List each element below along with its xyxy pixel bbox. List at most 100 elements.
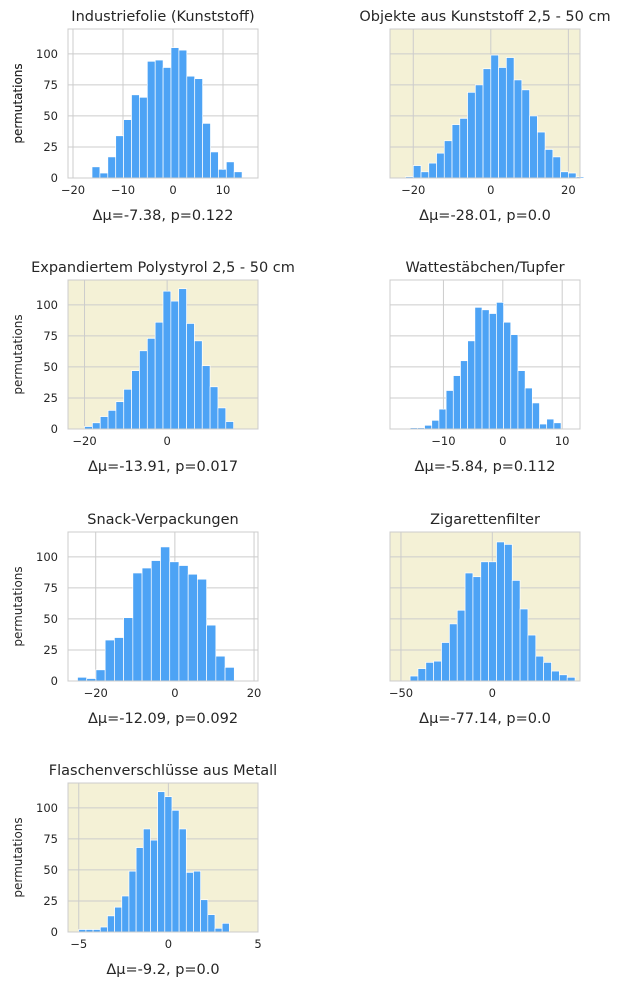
histogram-bar [225,421,234,430]
histogram-bar [424,424,433,430]
histogram-bar [104,639,115,682]
y-tick-label: 50 [43,360,58,374]
histogram-bar [146,60,156,179]
histogram-bar [194,78,203,179]
x-tick-label: 0 [171,686,178,700]
histogram-bar [481,309,490,430]
histogram-bar [527,634,537,682]
histogram-bar [132,572,143,682]
histogram-bar [107,156,117,179]
histogram-bar [146,338,156,430]
y-axis-label: permutations [11,817,25,897]
histogram-bar [496,302,504,430]
panel-title: Snack-Verpackungen [87,512,238,528]
histogram-bar [438,408,447,430]
histogram-bar [202,123,211,179]
histogram-bar [467,340,476,430]
histogram-bar [472,576,482,682]
panel-4: −10 0 10 Wattestäbchen/Tupfer Δμ=-5.84, p=0.… [389,260,581,475]
x-tick-label: −20 [61,183,85,197]
histogram-bar [171,809,180,933]
histogram-bar [498,67,507,179]
histogram-bar [157,791,166,933]
histogram-bar [186,75,196,179]
y-axis-label: permutations [11,314,25,394]
histogram-bar [420,171,430,179]
y-tick-label: 0 [51,925,58,939]
histogram-bar [464,572,474,682]
histogram-bar [460,360,469,430]
histogram-bar [529,115,538,179]
y-tick-label: 25 [43,643,58,657]
histogram-bar [535,655,544,682]
histogram-bar [225,161,235,179]
histogram-bar [513,79,523,179]
y-tick-label: 75 [43,832,58,846]
histogram-bar [99,172,109,179]
histogram-bar [207,914,216,933]
histogram-bar [560,171,569,179]
histogram-bar [185,872,194,933]
histogram-bar [187,573,198,682]
histogram-bar [193,870,201,933]
histogram-bar [521,89,530,179]
histogram-bar [169,561,180,682]
x-tick-label: −20 [401,183,425,197]
x-tick-label: −10 [431,434,455,448]
panel-title: Flaschenverschlüsse aus Metall [49,763,277,779]
histogram-bar [428,162,437,179]
histogram-bar [496,541,505,682]
histogram-bar [517,370,526,430]
histogram-bar [131,94,140,179]
x-axis-label: Δμ=-28.01, p=0.0 [419,208,551,224]
x-tick-label: 0 [165,937,172,951]
histogram-bar [197,578,207,682]
panel-3: −20 0 0 25 50 75 100 Expandiertem Polystyrol 2,… [11,260,295,475]
y-tick-label: 100 [36,47,58,61]
histogram-bar [443,140,453,179]
x-tick-label: 0 [169,183,176,197]
histogram-bar [123,119,132,179]
y-tick-label: 25 [43,391,58,405]
histogram-bar [139,350,148,430]
histogram-bar [543,662,552,682]
histogram-bar [178,49,188,179]
histogram-bar [162,67,172,179]
histogram-bar [531,402,540,430]
histogram-bar [445,390,454,430]
histogram-bar [170,47,180,179]
x-axis-label: Δμ=-13.91, p=0.017 [88,459,238,475]
histogram-bar [566,676,576,682]
histogram-bar [488,561,497,682]
histogram-bar [77,676,88,682]
histogram-bar [154,321,164,430]
histogram-bar [209,386,219,430]
panel-5: −20 0 20 0 25 50 75 100 Snack-Verpackungen Δμ=-12… [11,512,261,727]
histogram-bar [114,637,124,682]
histogram-bar [474,306,483,430]
histogram-bar [178,288,187,430]
histogram-bar [551,670,560,682]
histogram-bar [215,655,226,682]
x-tick-label: −10 [111,183,135,197]
y-tick-label: 0 [51,422,58,436]
histogram-bar [524,387,533,430]
panel-title: Zigarettenfilter [430,512,540,528]
histogram-bar [194,340,203,430]
histogram-bar [544,149,554,179]
histogram-bar [206,624,217,682]
histogram-bar [154,59,164,179]
panel-title: Wattestäbchen/Tupfer [405,260,564,276]
histogram-bar [210,151,219,179]
x-axis-label: Δμ=-77.14, p=0.0 [419,711,551,727]
histogram-bar [221,922,230,933]
histogram-bar [92,422,101,430]
histogram-bar [218,168,227,179]
histogram-bar [115,135,124,179]
histogram-bar [162,290,172,430]
histogram-bar [170,300,180,430]
histogram-bar [409,675,419,682]
plot-frame [389,279,581,430]
histogram-bar [467,91,476,179]
x-tick-label: 0 [499,434,506,448]
